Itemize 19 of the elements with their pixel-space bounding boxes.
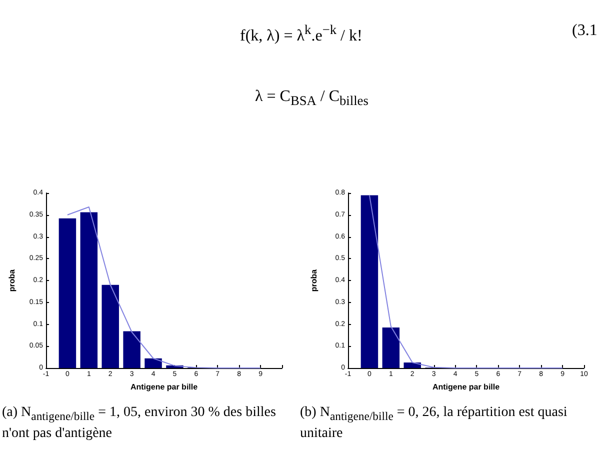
bar — [58, 218, 76, 368]
x-axis-title: Antigene par bille — [432, 382, 500, 392]
bar — [102, 284, 119, 368]
bar — [404, 362, 421, 368]
bar — [144, 358, 162, 368]
line-series — [368, 194, 564, 368]
bar — [80, 212, 98, 368]
y-axis-title: proba — [310, 268, 318, 292]
text: f(k, λ) = λ$^{k}$.e$^{−k}$ / k! — [240, 22, 362, 46]
bar — [123, 331, 140, 368]
text: (a) N$_{antigene/bille}$ = 1, 05, environ 30 % des billes n'ont pas d'antigène — [2, 404, 277, 442]
text: (b) N$_{antigene/bille}$ = 0, 26, la répartition est quasi unitaire — [300, 405, 568, 441]
line-series — [66, 206, 262, 368]
text: λ = C$_{BSA}$ / C$_{billes}$ — [255, 88, 368, 110]
x-axis-title: Antigene par bille — [130, 382, 198, 392]
bar — [382, 328, 400, 368]
y-axis-title: proba — [8, 268, 16, 292]
bar — [360, 195, 378, 368]
text: (3.1 — [572, 22, 598, 40]
